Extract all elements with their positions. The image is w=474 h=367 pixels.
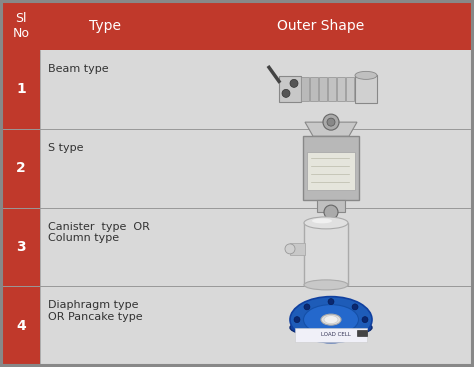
Text: LOAD CELL: LOAD CELL [321, 332, 351, 337]
Circle shape [304, 329, 310, 335]
Bar [2, 207, 40, 286]
Circle shape [362, 317, 368, 323]
Bar [303, 136, 359, 200]
Circle shape [323, 114, 339, 130]
Text: Sl
No: Sl No [12, 12, 29, 40]
Text: 2: 2 [16, 161, 26, 175]
Ellipse shape [285, 244, 295, 254]
Text: Beam type: Beam type [48, 64, 109, 74]
Circle shape [327, 118, 335, 126]
Bar [304, 223, 348, 285]
Text: 1: 1 [16, 82, 26, 97]
Bar [346, 77, 354, 101]
Text: 3: 3 [16, 240, 26, 254]
Text: Type: Type [89, 19, 121, 33]
Bar [337, 77, 345, 101]
Ellipse shape [312, 218, 332, 224]
Bar [355, 75, 377, 103]
Bar [310, 77, 318, 101]
Text: S type: S type [48, 143, 83, 153]
Bar [2, 286, 40, 365]
Ellipse shape [355, 71, 377, 79]
Ellipse shape [290, 319, 372, 337]
Text: Outer Shape: Outer Shape [277, 19, 365, 33]
Bar [40, 286, 472, 365]
Ellipse shape [304, 280, 348, 290]
Bar [328, 77, 336, 101]
Circle shape [324, 205, 338, 219]
Circle shape [304, 304, 310, 310]
Ellipse shape [304, 217, 348, 229]
Bar [290, 243, 305, 255]
Ellipse shape [321, 314, 341, 325]
Bar [307, 152, 355, 190]
Bar [295, 328, 367, 342]
Circle shape [294, 317, 300, 323]
Circle shape [290, 79, 298, 87]
Circle shape [352, 329, 358, 335]
Text: Canister  type  OR
Column type: Canister type OR Column type [48, 222, 150, 243]
Bar [317, 200, 345, 212]
Circle shape [352, 304, 358, 310]
Bar [40, 50, 472, 129]
Bar [2, 129, 40, 207]
Bar [2, 50, 40, 129]
Bar [301, 77, 309, 101]
Ellipse shape [290, 297, 372, 343]
Bar [2, 2, 472, 50]
Bar [40, 129, 472, 207]
Circle shape [328, 335, 334, 341]
Text: 4: 4 [16, 319, 26, 333]
Polygon shape [305, 122, 357, 136]
Bar [357, 330, 367, 336]
Ellipse shape [324, 316, 338, 324]
Circle shape [282, 90, 290, 97]
Bar [40, 207, 472, 286]
Text: Diaphragm type
OR Pancake type: Diaphragm type OR Pancake type [48, 301, 143, 322]
Circle shape [328, 299, 334, 305]
Ellipse shape [303, 305, 358, 335]
Bar [279, 76, 301, 102]
Bar [319, 77, 327, 101]
